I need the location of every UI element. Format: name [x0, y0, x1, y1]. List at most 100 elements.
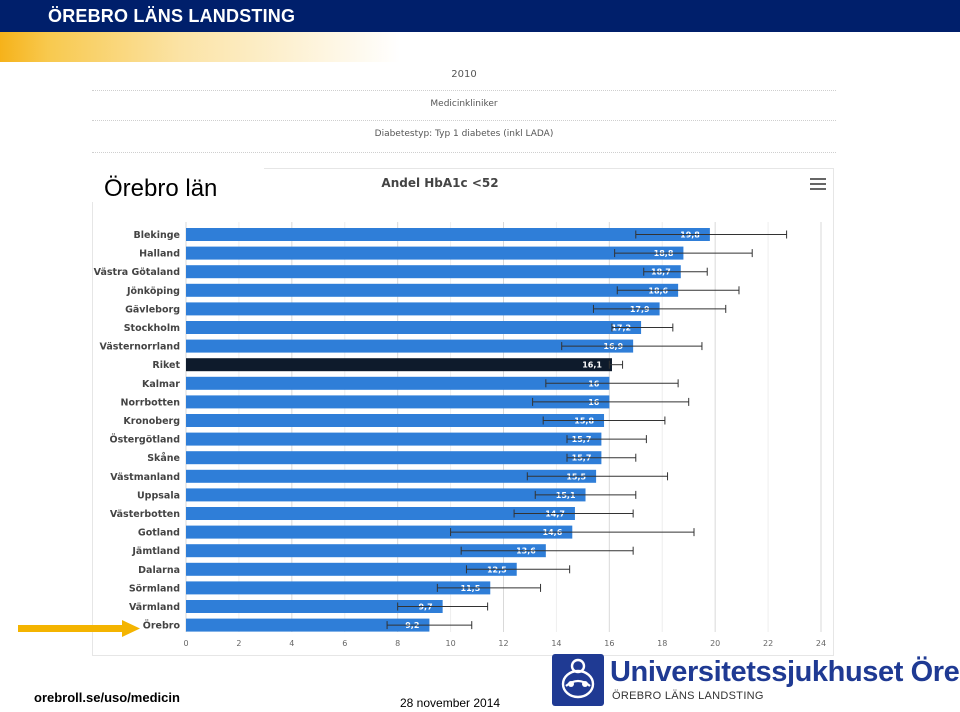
- bar[interactable]: [186, 600, 443, 613]
- value-label: 16,9: [603, 342, 623, 351]
- chart-title: Andel HbA1c <52: [381, 176, 499, 190]
- category-label: Västernorrland: [100, 342, 180, 353]
- error-bar: [566, 435, 647, 444]
- divider: [92, 152, 836, 154]
- filter-year: 2010: [451, 69, 477, 80]
- bar[interactable]: [186, 228, 710, 241]
- x-tick-label: 0: [183, 639, 188, 648]
- category-label: Värmland: [129, 602, 180, 613]
- category-label: Västmanland: [110, 472, 180, 483]
- footer-url: orebroll.se/uso/medicin: [34, 690, 180, 705]
- filter-diabetes-type: Diabetestyp: Typ 1 diabetes (inkl LADA): [374, 129, 554, 139]
- x-tick-label: 14: [551, 639, 561, 648]
- error-bar: [386, 621, 473, 630]
- error-bar: [592, 304, 727, 313]
- bar[interactable]: [186, 525, 573, 539]
- category-label: Norrbotten: [121, 397, 181, 408]
- value-label: 18,8: [654, 249, 674, 258]
- category-label: Halland: [139, 249, 180, 260]
- gold-accent-strip: [0, 32, 400, 62]
- bar[interactable]: [186, 469, 597, 483]
- category-label: Gävleborg: [125, 304, 180, 315]
- error-bar: [614, 249, 753, 258]
- bar[interactable]: [186, 283, 679, 297]
- x-tick-label: 4: [289, 639, 294, 648]
- error-bar: [616, 286, 740, 295]
- category-label: Riket: [152, 360, 180, 371]
- x-tick-label: 10: [445, 639, 455, 648]
- error-bar: [643, 267, 708, 276]
- divider: [92, 90, 836, 92]
- bar[interactable]: [186, 581, 491, 595]
- x-tick-label: 20: [710, 639, 720, 648]
- bar[interactable]: [186, 544, 546, 558]
- error-bar: [450, 528, 695, 537]
- category-label: Jönköping: [126, 286, 180, 297]
- hospital-logo: [552, 654, 604, 706]
- divider: [92, 120, 836, 122]
- bar[interactable]: [186, 395, 610, 409]
- value-label: 15,7: [572, 454, 592, 463]
- bar[interactable]: [186, 265, 681, 279]
- x-tick-label: 24: [816, 639, 826, 648]
- error-bar: [460, 546, 634, 555]
- category-label: Västerbotten: [110, 509, 180, 520]
- x-tick-label: 22: [763, 639, 773, 648]
- bar[interactable]: [186, 358, 612, 372]
- error-bar: [534, 490, 637, 499]
- error-bar: [465, 565, 571, 574]
- footer-date: 28 november 2014: [400, 696, 501, 710]
- bar[interactable]: [186, 376, 610, 390]
- category-label: Dalarna: [138, 565, 180, 576]
- category-label: Kalmar: [142, 379, 180, 390]
- category-label: Blekinge: [133, 230, 180, 241]
- x-tick-label: 16: [604, 639, 614, 648]
- bar[interactable]: [186, 414, 605, 427]
- filter-clinic: Medicinkliniker: [430, 99, 498, 109]
- category-label: Uppsala: [137, 490, 180, 501]
- bar[interactable]: [186, 246, 684, 260]
- category-label: Östergötland: [110, 435, 181, 446]
- error-bar: [566, 453, 637, 462]
- bar[interactable]: [186, 321, 642, 334]
- category-label: Gotland: [138, 528, 180, 539]
- value-label: 16,1: [582, 361, 602, 370]
- error-bar: [545, 379, 679, 388]
- value-label: 11,5: [461, 584, 481, 593]
- menu-icon[interactable]: [810, 178, 826, 190]
- bar[interactable]: [186, 507, 575, 520]
- error-bar: [635, 230, 788, 239]
- bar[interactable]: [186, 432, 602, 446]
- bar[interactable]: [186, 618, 430, 632]
- error-bar: [542, 416, 666, 425]
- bar[interactable]: [186, 339, 634, 353]
- x-tick-label: 6: [342, 639, 347, 648]
- bar[interactable]: [186, 451, 602, 465]
- error-bar: [532, 397, 690, 406]
- error-bar: [526, 472, 669, 481]
- error-bar: [397, 602, 489, 611]
- arrow-pointer-icon: [18, 620, 140, 637]
- error-bar: [608, 360, 624, 369]
- value-label: 18,7: [651, 268, 671, 277]
- bar[interactable]: [186, 562, 517, 576]
- x-tick-label: 2: [236, 639, 241, 648]
- x-tick-label: 8: [395, 639, 400, 648]
- error-bar: [513, 509, 634, 518]
- error-bar: [611, 323, 674, 332]
- bar[interactable]: [186, 302, 660, 316]
- error-bar: [436, 583, 542, 592]
- hospital-subtitle: ÖREBRO LÄNS LANDSTING: [612, 690, 764, 702]
- region-label: Örebro län: [92, 168, 264, 202]
- category-label: Jämtland: [131, 546, 180, 557]
- bar[interactable]: [186, 488, 586, 502]
- error-bar: [561, 342, 703, 351]
- x-tick-label: 18: [657, 639, 667, 648]
- category-label: Sörmland: [129, 583, 180, 594]
- header-bar: ÖREBRO LÄNS LANDSTING: [0, 0, 960, 32]
- category-label: Skåne: [147, 453, 180, 464]
- category-label: Stockholm: [124, 323, 180, 334]
- category-label: Kronoberg: [123, 416, 180, 427]
- hospital-name: Universitetssjukhuset Örebro: [610, 656, 960, 688]
